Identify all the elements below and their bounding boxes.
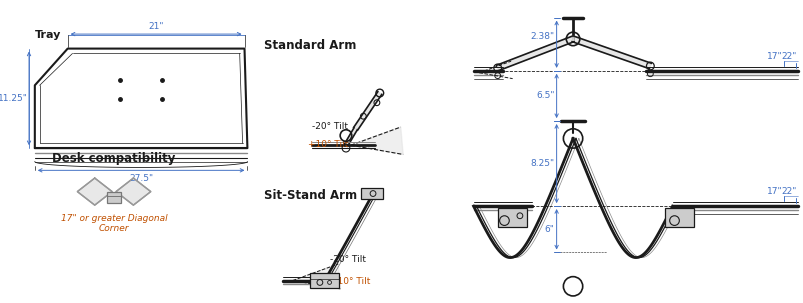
Polygon shape	[350, 127, 402, 155]
Text: 22": 22"	[780, 188, 795, 196]
Text: +10° Tilt: +10° Tilt	[308, 140, 348, 149]
Text: 22": 22"	[780, 52, 795, 61]
Polygon shape	[292, 264, 340, 289]
Text: 27.5": 27.5"	[129, 174, 153, 183]
Polygon shape	[116, 178, 151, 205]
Text: Tray: Tray	[35, 30, 61, 40]
Text: 6.5": 6.5"	[536, 92, 554, 100]
Bar	[361, 188, 382, 199]
Polygon shape	[344, 128, 357, 146]
Text: 6": 6"	[544, 225, 554, 234]
Text: -20° Tilt: -20° Tilt	[312, 122, 348, 131]
Text: 17": 17"	[766, 188, 782, 196]
Bar	[107, 191, 120, 203]
Text: Standard Arm: Standard Arm	[263, 39, 356, 52]
Polygon shape	[77, 178, 112, 205]
Text: -20° Tilt: -20° Tilt	[329, 255, 365, 264]
Polygon shape	[572, 36, 650, 69]
Text: 17" or greater Diagonal
Corner: 17" or greater Diagonal Corner	[61, 214, 167, 233]
Text: 8.25": 8.25"	[530, 159, 554, 168]
Text: +10° Tilt: +10° Tilt	[329, 277, 369, 286]
Text: Sit-Stand Arm: Sit-Stand Arm	[263, 189, 357, 202]
Bar	[310, 273, 339, 288]
Text: 11.25": 11.25"	[0, 94, 28, 103]
Bar	[664, 208, 693, 227]
Polygon shape	[496, 36, 573, 71]
Bar	[497, 208, 526, 227]
Text: 2.38": 2.38"	[530, 32, 554, 42]
Text: 17": 17"	[766, 52, 782, 61]
Text: Desk compatibility: Desk compatibility	[52, 152, 176, 165]
Text: 21": 21"	[148, 22, 163, 31]
Polygon shape	[353, 92, 381, 130]
